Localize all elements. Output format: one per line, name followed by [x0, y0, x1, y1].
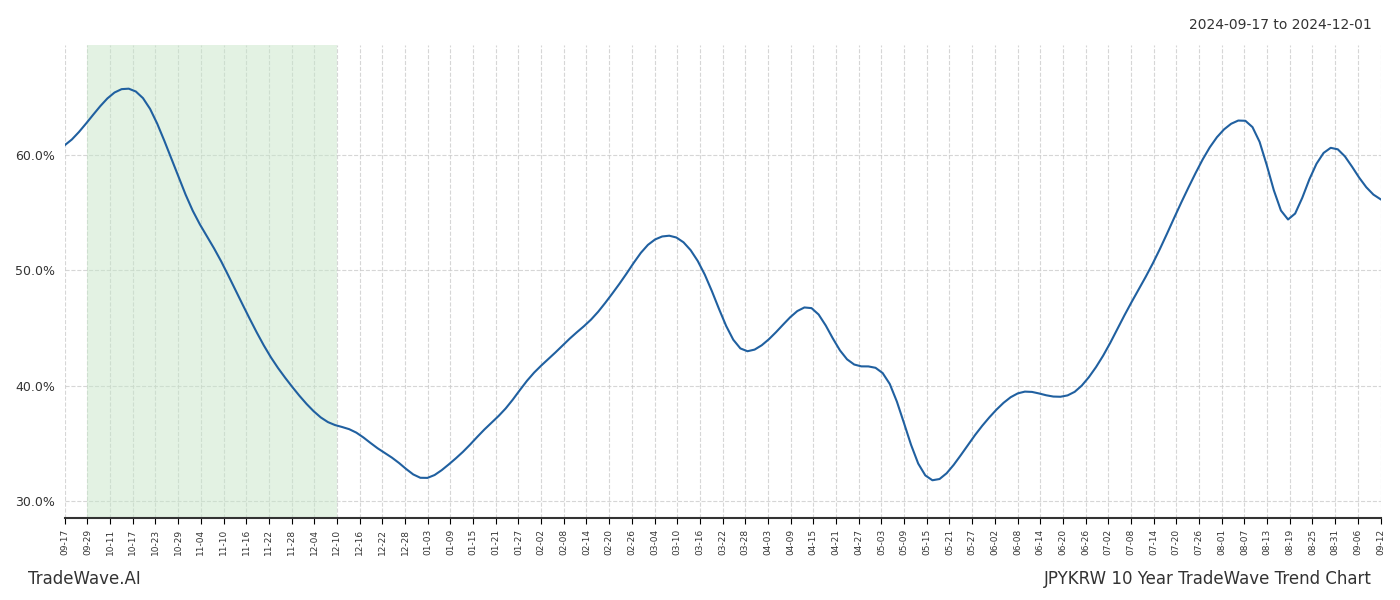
Text: JPYKRW 10 Year TradeWave Trend Chart: JPYKRW 10 Year TradeWave Trend Chart [1044, 570, 1372, 588]
Text: 2024-09-17 to 2024-12-01: 2024-09-17 to 2024-12-01 [1189, 18, 1372, 32]
Bar [87, 45, 337, 518]
Text: TradeWave.AI: TradeWave.AI [28, 570, 141, 588]
